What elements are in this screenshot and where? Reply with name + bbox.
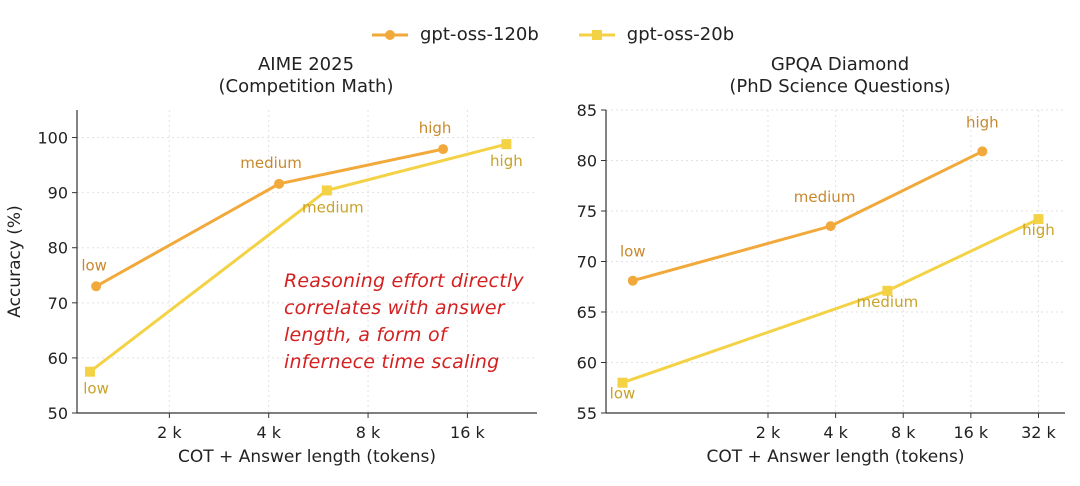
- chart0-x-tick-label: 4 k: [256, 423, 281, 442]
- chart0-y-tick-label: 90: [48, 184, 68, 203]
- chart1-x-tick-label: 8 k: [891, 423, 916, 442]
- chart0-data-label-gpt-oss-120b: low: [81, 256, 107, 274]
- chart0-y-tick-label: 70: [48, 294, 68, 313]
- annotation-note: Reasoning effort directly correlates wit…: [284, 268, 554, 376]
- chart0-data-point-gpt-oss-120b: [438, 144, 449, 155]
- chart1-y-tick-label: 60: [577, 354, 597, 373]
- chart1-y-tick-label: 65: [577, 303, 597, 322]
- legend-square-marker-icon: [578, 29, 615, 40]
- chart0-subtitle: (Competition Math): [219, 76, 394, 97]
- chart1-data-point-gpt-oss-20b: [882, 285, 893, 296]
- chart1-x-tick-label: 2 k: [756, 423, 781, 442]
- chart1-y-tick-label: 70: [577, 253, 597, 272]
- chart1-x-tick-label: 32 k: [1021, 423, 1056, 442]
- chart1-data-label-gpt-oss-120b: medium: [794, 188, 856, 206]
- chart1-x-tick-label: 4 k: [823, 423, 848, 442]
- chart0-data-label-gpt-oss-120b: medium: [240, 154, 302, 172]
- chart1-data-point-gpt-oss-20b: [617, 377, 628, 388]
- chart1-y-tick-label: 75: [577, 202, 597, 221]
- chart0-data-point-gpt-oss-120b: [91, 281, 102, 292]
- chart0-y-axis-label: Accuracy (%): [5, 205, 25, 317]
- legend-label-120b: gpt-oss-120b: [420, 24, 539, 45]
- chart0-y-tick-label: 100: [37, 129, 68, 148]
- chart1-x-axis-label: COT + Answer length (tokens): [707, 447, 965, 467]
- chart1-data-label-gpt-oss-20b: low: [610, 385, 636, 403]
- chart0-data-point-gpt-oss-20b: [501, 139, 512, 150]
- annotation-line: length, a form of: [284, 324, 447, 346]
- legend-circle-marker-icon: [372, 29, 408, 40]
- chart0-data-point-gpt-oss-120b: [274, 178, 285, 189]
- chart0-x-tick-label: 2 k: [157, 423, 182, 442]
- chart1-data-label-gpt-oss-120b: high: [966, 113, 999, 131]
- legend-label-20b: gpt-oss-20b: [626, 24, 735, 45]
- chart0-data-point-gpt-oss-20b: [321, 185, 332, 196]
- chart1-y-tick-label: 55: [577, 404, 597, 423]
- chart1-subtitle: (PhD Science Questions): [729, 76, 950, 97]
- annotation-line: infernece time scaling: [284, 351, 500, 373]
- chart0-data-label-gpt-oss-20b: medium: [302, 198, 364, 216]
- chart0-x-axis-label: COT + Answer length (tokens): [178, 447, 436, 467]
- chart0-data-point-gpt-oss-20b: [85, 366, 96, 377]
- chart0-y-tick-label: 60: [48, 349, 68, 368]
- chart1-title: GPQA Diamond: [771, 54, 909, 75]
- chart1-data-point-gpt-oss-120b: [977, 146, 988, 157]
- legend: gpt-oss-120b gpt-oss-20b: [370, 24, 734, 45]
- legend-item-20b: gpt-oss-20b: [577, 24, 734, 45]
- chart1-series-line-gpt-oss-20b: [622, 217, 1040, 385]
- chart0-data-label-gpt-oss-20b: high: [490, 152, 523, 170]
- chart0-x-tick-label: 16 k: [450, 423, 485, 442]
- chart1-x-tick-label: 16 k: [953, 423, 988, 442]
- chart0-y-tick-label: 80: [48, 239, 68, 258]
- chart1-data-point-gpt-oss-20b: [1033, 214, 1044, 225]
- chart1-y-tick-label: 85: [577, 101, 597, 120]
- chart0-title: AIME 2025: [258, 54, 354, 75]
- chart1-y-tick-label: 80: [577, 152, 597, 171]
- chart1-data-label-gpt-oss-20b: medium: [857, 293, 919, 311]
- chart0-x-tick-label: 8 k: [356, 423, 381, 442]
- chart1-data-label-gpt-oss-20b: high: [1022, 221, 1055, 239]
- chart1-data-point-gpt-oss-120b: [627, 275, 638, 286]
- chart0-data-label-gpt-oss-20b: low: [83, 380, 109, 398]
- legend-item-120b: gpt-oss-120b: [370, 24, 539, 45]
- chart1-data-label-gpt-oss-120b: low: [620, 243, 646, 261]
- annotation-line: correlates with answer: [284, 297, 505, 319]
- chart0-data-label-gpt-oss-120b: high: [419, 119, 452, 137]
- annotation-line: Reasoning effort directly: [284, 270, 524, 292]
- chart1-data-point-gpt-oss-120b: [825, 221, 836, 232]
- chart0-y-tick-label: 50: [48, 404, 68, 423]
